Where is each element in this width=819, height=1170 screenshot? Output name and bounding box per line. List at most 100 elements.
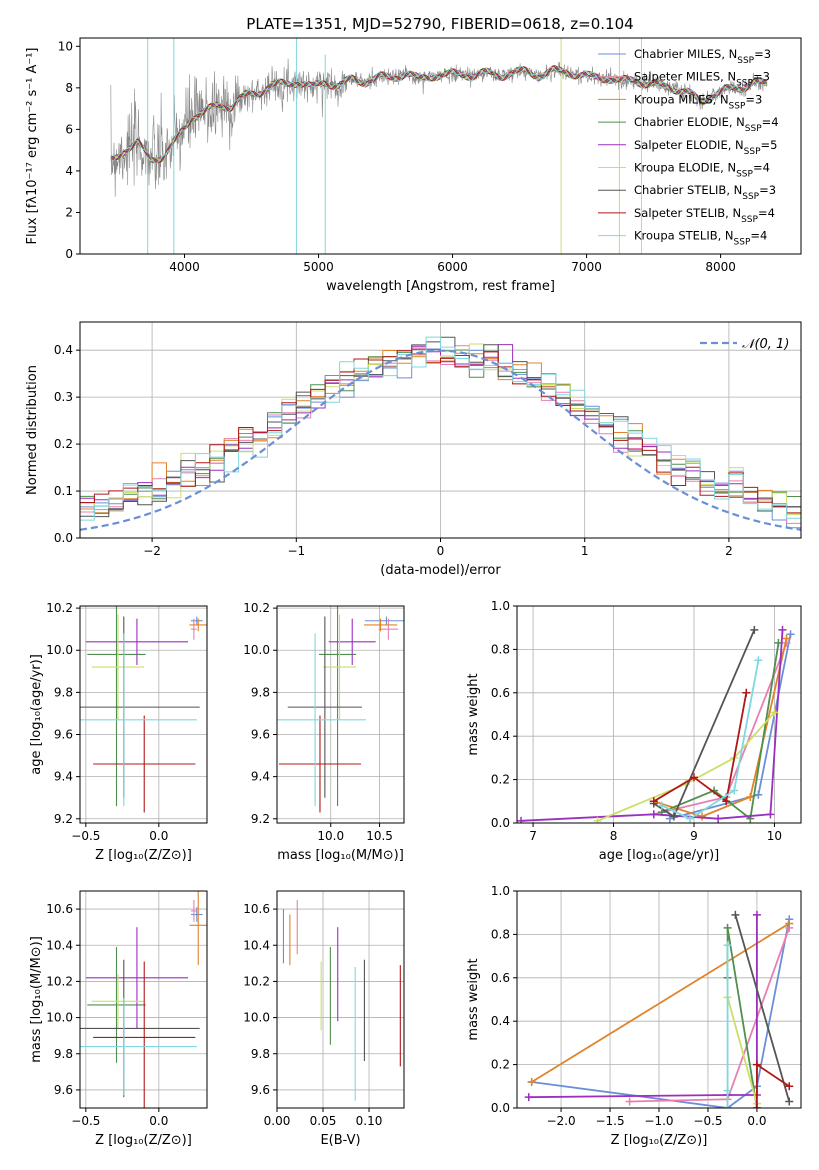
gridlines <box>276 891 404 1108</box>
x-tick-label: −2.0 <box>546 1114 575 1128</box>
data-point-2 <box>378 618 399 640</box>
plot-area <box>80 891 207 1108</box>
weight-series-6 <box>726 997 758 1104</box>
weight-series-8 <box>653 692 748 803</box>
weight-marker <box>593 816 602 823</box>
data-point-7 <box>287 616 362 798</box>
legend-label: Kroupa MILES, NSSP=3 <box>634 92 762 111</box>
model-spectrum-9 <box>110 66 768 164</box>
legend: Chabrier MILES, NSSP=3 Salpeter MILES, NS… <box>598 47 779 248</box>
data-point-2 <box>190 618 197 640</box>
y-tick-label: 0.0 <box>491 816 510 830</box>
weight-marker <box>730 786 739 795</box>
x-tick-label: −0.5 <box>71 829 100 843</box>
y-axis-label: Flux [fλ10⁻¹⁷ erg cm⁻² s⁻¹ A⁻¹] <box>25 48 40 245</box>
figure-title: PLATE=1351, MJD=52790, FIBERID=0618, z=0… <box>246 15 633 33</box>
data-point-4 <box>87 606 146 807</box>
weight-marker <box>714 814 723 823</box>
data-point-5 <box>85 927 189 1029</box>
y-tick-label: 4 <box>65 164 73 178</box>
gridlines <box>277 606 404 823</box>
y-tick-label: 10.0 <box>243 643 270 657</box>
x-axis-label: age [log₁₀(age/yr)] <box>599 848 720 863</box>
y-tick-label: 10.0 <box>46 1011 73 1025</box>
data-point-8 <box>93 715 196 813</box>
x-tick-label: 10.5 <box>366 829 393 843</box>
axes-frame <box>79 605 208 824</box>
weight-marker <box>669 812 678 821</box>
y-tick-label: 0.4 <box>491 1014 510 1028</box>
weight-series-7 <box>734 914 791 1102</box>
x-tick-label: 4000 <box>169 260 200 274</box>
y-tick-label: 0 <box>65 247 73 261</box>
x-tick-label: 9 <box>690 829 698 843</box>
y-tick-label: 10.2 <box>243 974 270 988</box>
x-tick-label: 6000 <box>437 260 468 274</box>
legend-label: Salpeter MILES, NSSP=3 <box>634 70 770 89</box>
data-point-2 <box>190 900 197 922</box>
y-tick-label: 0.2 <box>491 1058 510 1072</box>
weight-marker <box>782 634 791 643</box>
y-tick-label: 9.6 <box>54 1083 73 1097</box>
weight-marker <box>786 630 795 639</box>
y-tick-label: 10.6 <box>243 902 270 916</box>
data-point-1 <box>190 907 203 922</box>
chart-mass-vs-Z: −0.5 0.0 9.6 9.8 10.0 10.2 10.4 10.6 Z [log₁₀(Z/… <box>29 890 208 1148</box>
axes-frame <box>276 605 405 824</box>
plot-area <box>282 900 401 1101</box>
y-tick-label: 0.2 <box>54 437 73 451</box>
y-tick-label: 10.4 <box>243 938 270 952</box>
y-tick-label: 6 <box>65 122 73 136</box>
weight-marker <box>752 1104 761 1108</box>
data-point-9 <box>80 633 197 807</box>
weight-marker <box>517 816 526 823</box>
weight-series-3 <box>531 922 790 1083</box>
weight-marker <box>742 688 751 697</box>
weight-marker <box>625 1097 634 1106</box>
gaussian-curve <box>80 349 801 531</box>
legend-label: Kroupa STELIB, NSSP=4 <box>634 229 767 248</box>
data-point-6 <box>91 974 145 1029</box>
data-point-9 <box>80 997 197 1096</box>
weight-marker <box>657 801 666 810</box>
data-point-5 <box>328 618 376 665</box>
x-tick-label: 1 <box>581 544 589 558</box>
weight-marker <box>754 790 763 799</box>
axes-frame <box>516 890 802 1109</box>
y-tick-label: 10.2 <box>243 601 270 615</box>
plot-area <box>80 336 801 538</box>
weight-series-9 <box>661 660 760 820</box>
x-tick-label: 0.0 <box>747 1114 766 1128</box>
plot-area <box>524 910 794 1108</box>
y-tick-label: 9.6 <box>54 728 73 742</box>
weight-marker <box>527 1077 536 1086</box>
y-tick-label: 10.2 <box>46 974 73 988</box>
x-tick-label: −2 <box>143 544 161 558</box>
chart-age-vs-mass: 10.0 10.5 9.2 9.4 9.6 9.8 10.0 10.2 mass [log₁₀(… <box>243 601 405 863</box>
y-tick-label: 1.0 <box>491 884 510 898</box>
x-tick-label: 0.00 <box>264 1114 291 1128</box>
y-tick-label: 0.6 <box>491 686 510 700</box>
weight-marker <box>750 625 759 634</box>
weight-marker <box>723 923 732 932</box>
y-tick-label: 2 <box>65 205 73 219</box>
axes-frame <box>516 605 802 824</box>
weight-series-4 <box>726 927 758 1108</box>
weight-series-1 <box>531 919 791 1108</box>
legend-label: 𝒩(0, 1) <box>742 337 789 352</box>
legend-label: Salpeter STELIB, NSSP=4 <box>634 206 775 225</box>
y-tick-label: 0.0 <box>54 531 73 545</box>
weight-marker <box>685 814 694 823</box>
x-tick-label: 0.0 <box>149 829 168 843</box>
y-tick-label: 9.2 <box>54 812 73 826</box>
y-axis-label: mass weight <box>466 958 481 1040</box>
weight-series-2 <box>629 927 791 1103</box>
y-tick-label: 0.3 <box>54 390 73 404</box>
y-axis-label: mass [log₁₀(M/M⊙)] <box>29 936 44 1063</box>
x-tick-label: 2 <box>725 544 733 558</box>
x-tick-label: −0.5 <box>71 1114 100 1128</box>
plot-area <box>517 625 795 823</box>
x-axis-label: mass [log₁₀(M/M⊙)] <box>277 848 404 863</box>
weight-marker <box>723 1104 732 1108</box>
